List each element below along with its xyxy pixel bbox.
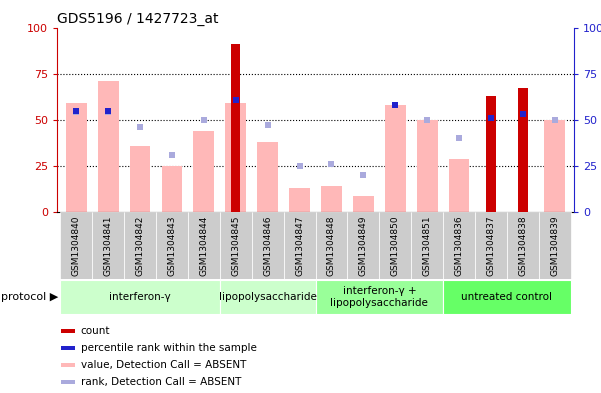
Bar: [443, 280, 571, 314]
Text: GSM1304842: GSM1304842: [136, 215, 145, 276]
Bar: [130, 146, 150, 212]
Text: GSM1304839: GSM1304839: [551, 215, 560, 276]
Text: GSM1304836: GSM1304836: [454, 215, 463, 276]
Bar: [162, 166, 182, 212]
Text: lipopolysaccharide: lipopolysaccharide: [219, 292, 317, 302]
Text: GSM1304850: GSM1304850: [391, 215, 400, 276]
Text: rank, Detection Call = ABSENT: rank, Detection Call = ABSENT: [81, 377, 241, 387]
Bar: [61, 380, 75, 384]
Bar: [316, 280, 443, 314]
Bar: [61, 329, 75, 333]
Bar: [321, 186, 342, 212]
Text: GSM1304846: GSM1304846: [263, 215, 272, 276]
Text: GSM1304845: GSM1304845: [231, 215, 240, 276]
Text: GSM1304847: GSM1304847: [295, 215, 304, 276]
Bar: [284, 212, 316, 279]
Text: GSM1304841: GSM1304841: [103, 215, 112, 276]
Bar: [98, 81, 118, 212]
Bar: [156, 212, 188, 279]
Bar: [411, 212, 443, 279]
Text: protocol ▶: protocol ▶: [1, 292, 58, 302]
Bar: [225, 103, 246, 212]
Text: GSM1304840: GSM1304840: [72, 215, 81, 276]
Bar: [417, 120, 438, 212]
Text: GSM1304851: GSM1304851: [423, 215, 432, 276]
Bar: [518, 88, 528, 212]
Text: GSM1304844: GSM1304844: [200, 215, 209, 276]
Text: GSM1304849: GSM1304849: [359, 215, 368, 276]
Bar: [60, 212, 92, 279]
Bar: [507, 212, 539, 279]
Bar: [475, 212, 507, 279]
Bar: [353, 196, 374, 212]
Bar: [545, 120, 565, 212]
Bar: [449, 159, 469, 212]
Bar: [220, 212, 252, 279]
Bar: [92, 212, 124, 279]
Bar: [124, 212, 156, 279]
Text: value, Detection Call = ABSENT: value, Detection Call = ABSENT: [81, 360, 246, 370]
Bar: [379, 212, 411, 279]
Text: GSM1304838: GSM1304838: [519, 215, 528, 276]
Text: interferon-γ +
lipopolysaccharide: interferon-γ + lipopolysaccharide: [331, 286, 429, 307]
Text: count: count: [81, 326, 110, 336]
Text: GSM1304843: GSM1304843: [168, 215, 177, 276]
Bar: [60, 280, 220, 314]
Bar: [347, 212, 379, 279]
Bar: [61, 363, 75, 367]
Bar: [443, 212, 475, 279]
Bar: [289, 188, 310, 212]
Text: GSM1304848: GSM1304848: [327, 215, 336, 276]
Bar: [231, 44, 240, 212]
Bar: [539, 212, 571, 279]
Bar: [194, 131, 214, 212]
Bar: [385, 105, 406, 212]
Text: GSM1304837: GSM1304837: [486, 215, 495, 276]
Bar: [257, 142, 278, 212]
Bar: [61, 346, 75, 350]
Bar: [252, 212, 284, 279]
Bar: [486, 96, 496, 212]
Text: interferon-γ: interferon-γ: [109, 292, 171, 302]
Bar: [188, 212, 220, 279]
Text: percentile rank within the sample: percentile rank within the sample: [81, 343, 257, 353]
Text: untreated control: untreated control: [462, 292, 552, 302]
Bar: [316, 212, 347, 279]
Text: GDS5196 / 1427723_at: GDS5196 / 1427723_at: [57, 13, 219, 26]
Bar: [66, 103, 87, 212]
Bar: [220, 280, 316, 314]
